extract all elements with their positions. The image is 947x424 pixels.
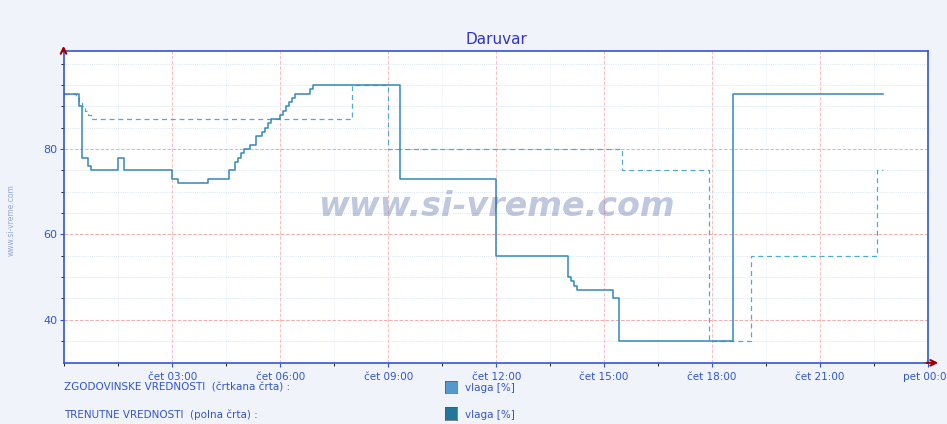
Text: www.si-vreme.com: www.si-vreme.com <box>318 190 674 223</box>
Text: TRENUTNE VREDNOSTI  (polna črta) :: TRENUTNE VREDNOSTI (polna črta) : <box>64 410 259 420</box>
Title: Daruvar: Daruvar <box>465 32 527 47</box>
Text: ZGODOVINSKE VREDNOSTI  (črtkana črta) :: ZGODOVINSKE VREDNOSTI (črtkana črta) : <box>64 383 291 393</box>
Text: vlaga [%]: vlaga [%] <box>465 410 515 420</box>
Text: vlaga [%]: vlaga [%] <box>465 383 515 393</box>
Text: www.si-vreme.com: www.si-vreme.com <box>7 184 16 257</box>
